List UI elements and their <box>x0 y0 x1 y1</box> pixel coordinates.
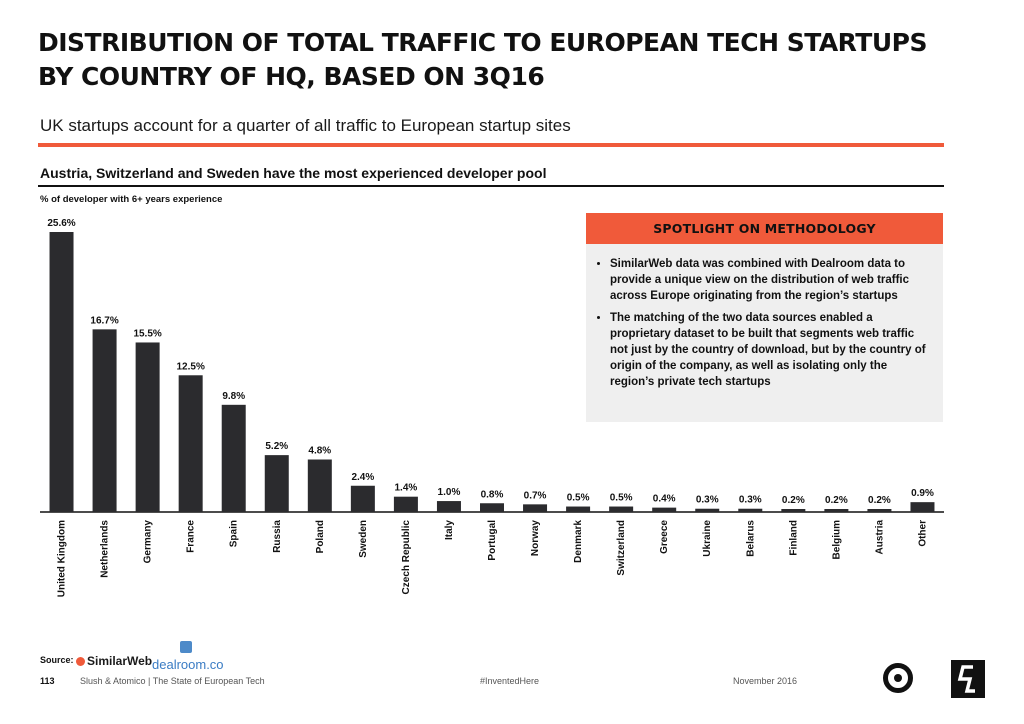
data-label: 15.5% <box>133 328 161 339</box>
bar <box>566 506 591 512</box>
bar <box>781 509 806 512</box>
category-label: Denmark <box>573 520 584 563</box>
category-label: Austria <box>874 520 885 555</box>
data-label: 5.2% <box>265 441 288 452</box>
bar <box>738 508 763 512</box>
category-label: Portugal <box>487 520 498 561</box>
data-label: 12.5% <box>176 361 204 372</box>
page-title: DISTRIBUTION OF TOTAL TRAFFIC TO EUROPEA… <box>38 28 928 91</box>
data-label: 25.6% <box>47 218 75 229</box>
slush-logo-icon <box>951 660 985 698</box>
chart-subtitle: Austria, Switzerland and Sweden have the… <box>40 165 547 181</box>
data-label: 0.4% <box>653 494 676 505</box>
category-label: Switzerland <box>616 520 627 576</box>
data-label: 1.0% <box>438 487 461 498</box>
dealroom-logo-icon <box>180 641 192 653</box>
bar <box>652 507 677 512</box>
bar <box>178 375 203 512</box>
category-label: Norway <box>530 520 541 557</box>
data-label: 4.8% <box>308 446 331 457</box>
y-axis-label: % of developer with 6+ years experience <box>40 194 223 205</box>
data-label: 0.2% <box>868 495 891 506</box>
data-label: 0.5% <box>567 493 590 504</box>
bar <box>910 502 935 512</box>
accent-divider <box>38 143 944 147</box>
bar <box>436 501 461 512</box>
bar <box>264 455 289 512</box>
data-label: 16.7% <box>90 315 118 326</box>
category-label: Netherlands <box>100 520 111 578</box>
category-label: Ukraine <box>702 520 713 557</box>
category-label: Belgium <box>831 520 842 560</box>
bar <box>695 508 720 512</box>
category-label: Czech Republic <box>401 520 412 595</box>
data-label: 1.4% <box>395 483 418 494</box>
bar <box>135 342 160 512</box>
bar <box>49 232 74 512</box>
category-label: Belarus <box>745 520 756 557</box>
methodology-panel: SPOTLIGHT ON METHODOLOGY SimilarWeb data… <box>586 213 943 422</box>
data-label: 2.4% <box>351 472 374 483</box>
category-label: United Kingdom <box>57 520 68 597</box>
chart-divider <box>38 185 944 187</box>
category-label: Sweden <box>358 520 369 558</box>
category-label: France <box>186 520 197 553</box>
methodology-heading: SPOTLIGHT ON METHODOLOGY <box>586 213 943 244</box>
methodology-list: SimilarWeb data was combined with Dealro… <box>594 256 933 390</box>
publication-date: November 2016 <box>733 676 798 686</box>
data-label: 0.3% <box>696 495 719 506</box>
category-label: Russia <box>272 520 283 553</box>
bar <box>92 329 117 512</box>
category-label: Spain <box>229 520 240 547</box>
bar <box>480 503 504 512</box>
bar <box>307 459 332 512</box>
bar <box>350 485 375 512</box>
bar <box>221 404 246 512</box>
similarweb-text: SimilarWeb <box>87 654 153 668</box>
category-label: Finland <box>788 520 799 556</box>
data-label: 0.2% <box>782 495 805 506</box>
category-label: Poland <box>315 520 326 553</box>
dealroom-logo: dealroom.co <box>152 657 224 672</box>
data-label: 9.8% <box>222 391 245 402</box>
publication-name: Slush & Atomico | The State of European … <box>80 676 265 686</box>
category-label: Other <box>917 520 928 547</box>
source-label: Source: <box>40 655 74 665</box>
page-subtitle: UK startups account for a quarter of all… <box>40 116 571 135</box>
category-label: Greece <box>659 520 670 554</box>
data-label: 0.5% <box>610 493 633 504</box>
similarweb-logo: SimilarWeb <box>76 654 152 668</box>
bar-chart: 25.6% United Kingdom 16.7% Netherlands 15.5%… <box>40 218 944 597</box>
bar <box>393 496 418 512</box>
atomico-logo-icon <box>883 663 913 693</box>
methodology-bullet: SimilarWeb data was combined with Dealro… <box>610 256 933 304</box>
category-label: Germany <box>143 520 154 564</box>
bar <box>523 504 548 512</box>
bar <box>824 509 849 512</box>
bar <box>867 509 892 512</box>
data-label: 0.7% <box>524 490 547 501</box>
methodology-bullet: The matching of the two data sources ena… <box>610 310 933 390</box>
category-label: Italy <box>444 520 455 540</box>
data-label: 0.2% <box>825 495 848 506</box>
hashtag: #InventedHere <box>480 676 540 686</box>
data-label: 0.8% <box>481 489 504 500</box>
data-label: 0.9% <box>911 488 934 499</box>
data-label: 0.3% <box>739 495 762 506</box>
page-number: 113 <box>40 676 55 686</box>
bar <box>609 506 634 512</box>
similarweb-logo-icon <box>76 657 85 666</box>
